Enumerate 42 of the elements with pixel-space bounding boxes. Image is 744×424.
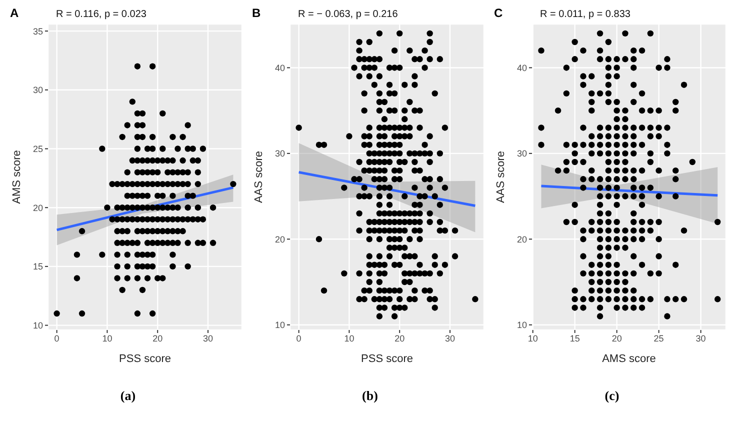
x-tick-label: 10 bbox=[344, 333, 354, 344]
x-tick-label: 30 bbox=[202, 333, 213, 344]
y-tick-label: 25 bbox=[32, 144, 43, 154]
y-tick-label: 10 bbox=[274, 320, 285, 330]
chart-title: A bbox=[10, 6, 19, 20]
x-axis-title: PSS score bbox=[361, 353, 413, 365]
x-tick-label: 25 bbox=[654, 333, 664, 344]
y-tick-label: 35 bbox=[32, 26, 43, 36]
chart-title: C bbox=[494, 6, 503, 20]
y-tick-label: 10 bbox=[516, 320, 527, 330]
y-tick-label: 20 bbox=[274, 234, 285, 244]
y-axis-title: AAS score bbox=[252, 151, 265, 203]
y-axis-title: AMS score bbox=[10, 150, 23, 204]
x-tick-label: 0 bbox=[296, 333, 302, 344]
x-tick-label: 15 bbox=[570, 333, 580, 344]
text: R = − 0.063, p = 0.216 bbox=[298, 9, 398, 20]
y-tick-label: 20 bbox=[32, 202, 43, 213]
x-tick-label: 20 bbox=[394, 333, 405, 344]
text: (b) bbox=[361, 388, 379, 404]
y-tick-label: 40 bbox=[274, 62, 285, 73]
x-tick-label: 10 bbox=[102, 333, 112, 344]
y-axis-title: AAS score bbox=[494, 151, 507, 203]
text: (a) bbox=[119, 388, 137, 404]
x-tick-label: 0 bbox=[54, 333, 60, 344]
y-tick-label: 15 bbox=[32, 262, 43, 272]
y-tick-label: 30 bbox=[32, 85, 43, 96]
x-tick-label: 30 bbox=[696, 333, 706, 344]
x-tick-label: 20 bbox=[152, 333, 163, 344]
chart-title: B bbox=[252, 6, 261, 20]
y-tick-label: 40 bbox=[516, 62, 527, 73]
text: R = 0.011, p = 0.833 bbox=[540, 9, 630, 20]
x-tick-label: 20 bbox=[612, 333, 622, 344]
y-tick-label: 10 bbox=[32, 320, 43, 330]
text: (c) bbox=[604, 388, 620, 404]
y-tick-label: 30 bbox=[274, 148, 285, 159]
x-tick-label: 30 bbox=[444, 333, 455, 344]
y-tick-label: 20 bbox=[516, 234, 527, 244]
y-tick-label: 30 bbox=[516, 148, 527, 159]
x-tick-label: 10 bbox=[528, 333, 538, 344]
x-axis-title: PSS score bbox=[119, 353, 171, 365]
x-axis-title: AMS score bbox=[602, 353, 656, 365]
text: R = 0.116, p = 0.023 bbox=[56, 9, 146, 20]
